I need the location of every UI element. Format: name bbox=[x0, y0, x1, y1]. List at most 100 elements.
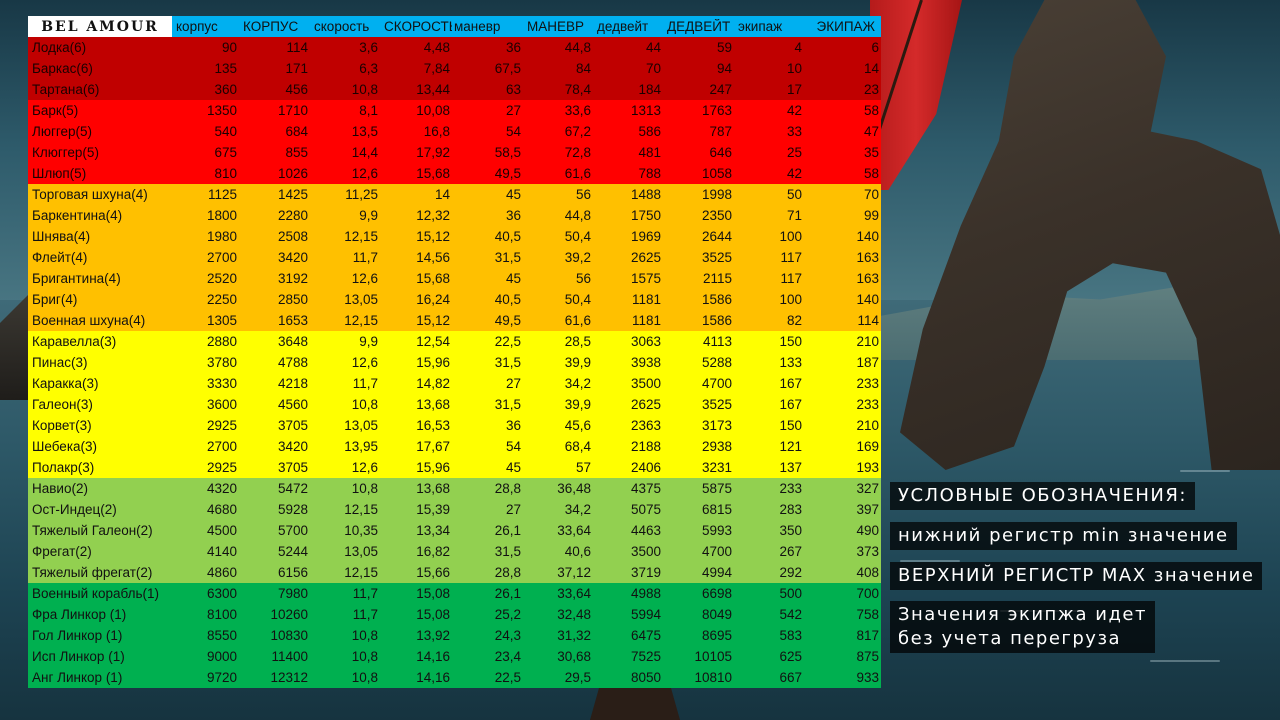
hull-max-cell: 7980 bbox=[277, 586, 308, 601]
crew-max-cell: 327 bbox=[856, 481, 879, 496]
table-row: Полакр(3) 2925 3705 12,6 15,96 45 57 2406 3231 13… bbox=[28, 457, 881, 478]
deadweight-max-cell: 787 bbox=[709, 124, 732, 139]
crew-max-cell: 233 bbox=[856, 397, 879, 412]
hull-min-cell: 1980 bbox=[206, 229, 237, 244]
deadweight-min-cell: 586 bbox=[638, 124, 661, 139]
maneuver-min-cell: 40,5 bbox=[494, 229, 521, 244]
maneuver-min-cell: 45 bbox=[505, 271, 521, 286]
deadweight-max-cell: 5288 bbox=[701, 355, 732, 370]
crew-min-cell: 667 bbox=[779, 670, 802, 685]
table-body: Лодка(6) 90 114 3,6 4,48 36 44,8 44 59 4 6 Баркас(6… bbox=[28, 37, 881, 688]
hull-min-cell: 2880 bbox=[206, 334, 237, 349]
crew-min-cell: 583 bbox=[779, 628, 802, 643]
hull-min-cell: 4860 bbox=[206, 565, 237, 580]
maneuver-min-cell: 45 bbox=[505, 187, 521, 202]
maneuver-max-cell: 40,6 bbox=[564, 544, 591, 559]
speed-min-cell: 12,15 bbox=[344, 502, 378, 517]
maneuver-max-cell: 39,9 bbox=[564, 397, 591, 412]
table-row: Тяжелый Галеон(2) 4500 5700 10,35 13,34 26,1 3… bbox=[28, 520, 881, 541]
header-speed-max: СКОРОСТЬ bbox=[384, 19, 452, 34]
crew-max-cell: 933 bbox=[856, 670, 879, 685]
ship-name-cell: Пинас(3) bbox=[32, 355, 88, 370]
table-row: Бриг(4) 2250 2850 13,05 16,24 40,5 50,4 1181 158… bbox=[28, 289, 881, 310]
maneuver-max-cell: 33,6 bbox=[564, 103, 591, 118]
speed-max-cell: 14,56 bbox=[416, 250, 450, 265]
deadweight-max-cell: 3525 bbox=[701, 397, 732, 412]
speed-min-cell: 13,95 bbox=[344, 439, 378, 454]
table-row: Корвет(3) 2925 3705 13,05 16,53 36 45,6 2363 317… bbox=[28, 415, 881, 436]
ship-name-cell: Каравелла(3) bbox=[32, 334, 117, 349]
speed-max-cell: 15,08 bbox=[416, 607, 450, 622]
table-row: Фрегат(2) 4140 5244 13,05 16,82 31,5 40,6 3500 4… bbox=[28, 541, 881, 562]
maneuver-min-cell: 23,4 bbox=[494, 649, 521, 664]
crew-min-cell: 267 bbox=[779, 544, 802, 559]
speed-min-cell: 3,6 bbox=[359, 40, 378, 55]
crew-min-cell: 292 bbox=[779, 565, 802, 580]
crew-max-cell: 210 bbox=[856, 334, 879, 349]
speed-max-cell: 15,39 bbox=[416, 502, 450, 517]
maneuver-max-cell: 39,9 bbox=[564, 355, 591, 370]
speed-max-cell: 10,08 bbox=[416, 103, 450, 118]
speed-max-cell: 15,96 bbox=[416, 355, 450, 370]
speed-max-cell: 15,68 bbox=[416, 271, 450, 286]
hull-min-cell: 3330 bbox=[206, 376, 237, 391]
speed-min-cell: 13,05 bbox=[344, 292, 378, 307]
deadweight-max-cell: 3173 bbox=[701, 418, 732, 433]
hull-max-cell: 5472 bbox=[277, 481, 308, 496]
ship-name-cell: Ост-Индец(2) bbox=[32, 502, 117, 517]
ship-name-cell: Бригантина(4) bbox=[32, 271, 121, 286]
deadweight-max-cell: 4113 bbox=[702, 334, 732, 349]
ship-name-cell: Тартана(6) bbox=[32, 82, 100, 97]
table-row: Барк(5) 1350 1710 8,1 10,08 27 33,6 1313 1763 42 5… bbox=[28, 100, 881, 121]
deadweight-min-cell: 6475 bbox=[630, 628, 661, 643]
crew-max-cell: 490 bbox=[856, 523, 879, 538]
table-row: Флейт(4) 2700 3420 11,7 14,56 31,5 39,2 2625 352… bbox=[28, 247, 881, 268]
hull-min-cell: 6300 bbox=[206, 586, 237, 601]
crew-max-cell: 47 bbox=[863, 124, 879, 139]
maneuver-max-cell: 50,4 bbox=[564, 229, 591, 244]
deadweight-max-cell: 5875 bbox=[701, 481, 732, 496]
hull-min-cell: 360 bbox=[214, 82, 237, 97]
speed-min-cell: 13,05 bbox=[344, 418, 378, 433]
deadweight-min-cell: 3938 bbox=[630, 355, 661, 370]
maneuver-max-cell: 34,2 bbox=[564, 502, 591, 517]
header-maneuver-min: маневр bbox=[454, 19, 501, 34]
crew-max-cell: 14 bbox=[863, 61, 879, 76]
hull-min-cell: 4500 bbox=[206, 523, 237, 538]
ship-name-cell: Исп Линкор (1) bbox=[32, 649, 125, 664]
ship-stats-table: BEL AMOUR корпус КОРПУС скорость СКОРОСТ… bbox=[28, 16, 881, 688]
deadweight-min-cell: 1181 bbox=[631, 292, 661, 307]
legend-crew-note: Значения экипжа идет без учета перегруза bbox=[890, 601, 1155, 653]
deadweight-min-cell: 1488 bbox=[630, 187, 661, 202]
deadweight-max-cell: 8049 bbox=[701, 607, 732, 622]
speed-min-cell: 10,8 bbox=[351, 397, 378, 412]
crew-min-cell: 100 bbox=[779, 229, 802, 244]
speed-max-cell: 12,32 bbox=[416, 208, 450, 223]
speed-max-cell: 7,84 bbox=[423, 61, 450, 76]
header-hull-min: корпус bbox=[176, 19, 218, 34]
speed-min-cell: 6,3 bbox=[359, 61, 378, 76]
deadweight-min-cell: 2363 bbox=[630, 418, 661, 433]
maneuver-max-cell: 32,48 bbox=[557, 607, 591, 622]
deadweight-min-cell: 1181 bbox=[631, 313, 661, 328]
hull-max-cell: 1026 bbox=[277, 166, 308, 181]
ship-name-cell: Фра Линкор (1) bbox=[32, 607, 127, 622]
header-maneuver-max: МАНЕВР bbox=[527, 19, 585, 34]
deadweight-min-cell: 2625 bbox=[630, 250, 661, 265]
crew-max-cell: 140 bbox=[856, 292, 879, 307]
maneuver-max-cell: 44,8 bbox=[564, 208, 591, 223]
crew-min-cell: 167 bbox=[779, 397, 802, 412]
header-hull-max: КОРПУС bbox=[243, 19, 299, 34]
maneuver-max-cell: 56 bbox=[575, 271, 591, 286]
crew-max-cell: 193 bbox=[856, 460, 879, 475]
deadweight-max-cell: 6698 bbox=[701, 586, 732, 601]
crew-min-cell: 117 bbox=[780, 271, 802, 286]
header-speed-min: скорость bbox=[314, 19, 370, 34]
deadweight-max-cell: 1058 bbox=[701, 166, 732, 181]
deadweight-max-cell: 4700 bbox=[701, 376, 732, 391]
deadweight-min-cell: 5075 bbox=[630, 502, 661, 517]
maneuver-max-cell: 61,6 bbox=[564, 313, 591, 328]
hull-max-cell: 12312 bbox=[270, 670, 308, 685]
deadweight-max-cell: 5993 bbox=[701, 523, 732, 538]
speed-max-cell: 14,16 bbox=[416, 670, 450, 685]
